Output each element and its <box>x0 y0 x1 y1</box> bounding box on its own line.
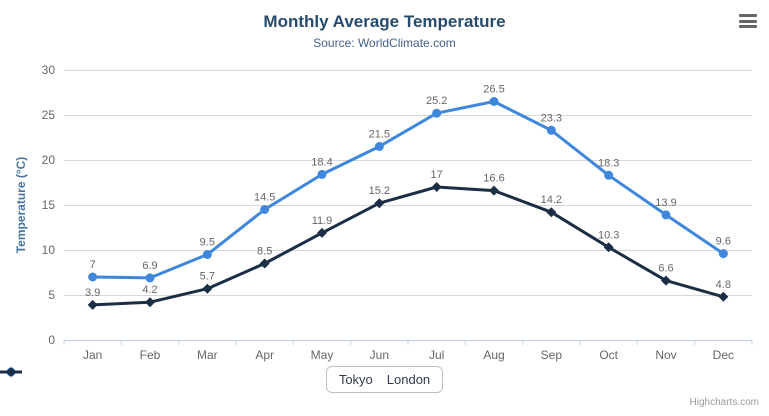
data-point-tokyo[interactable] <box>661 210 671 220</box>
credits-link[interactable]: Highcharts.com <box>689 397 759 408</box>
data-point-london[interactable] <box>718 291 729 302</box>
data-label: 14.5 <box>254 192 275 204</box>
london-marker-icon <box>0 367 22 377</box>
hamburger-bar <box>739 14 757 17</box>
data-point-london[interactable] <box>145 297 155 308</box>
data-point-tokyo[interactable] <box>317 169 327 179</box>
data-point-london[interactable] <box>317 227 327 238</box>
y-axis-tick-label: 5 <box>48 288 55 302</box>
data-label: 18.4 <box>311 156 332 168</box>
data-point-tokyo[interactable] <box>718 249 728 259</box>
data-label: 23.3 <box>541 112 562 124</box>
data-point-tokyo[interactable] <box>432 108 442 118</box>
legend-box: Tokyo London <box>0 366 444 393</box>
y-axis-tick-label: 15 <box>42 198 56 212</box>
data-label: 4.8 <box>716 279 731 291</box>
data-point-tokyo[interactable] <box>546 125 556 135</box>
data-point-tokyo[interactable] <box>374 142 384 151</box>
data-point-tokyo[interactable] <box>88 272 98 282</box>
x-axis-tick-label: May <box>311 348 334 362</box>
x-axis-tick-label: Nov <box>655 348 676 362</box>
data-point-london[interactable] <box>374 198 385 209</box>
data-label: 3.9 <box>85 287 100 299</box>
x-axis-tick-label: Jul <box>429 348 444 362</box>
data-point-tokyo[interactable] <box>260 205 270 214</box>
data-point-london[interactable] <box>431 182 442 192</box>
y-axis-tick-label: 20 <box>42 153 56 167</box>
chart-title: Monthly Average Temperature <box>263 12 506 31</box>
data-label: 11.9 <box>312 215 333 227</box>
data-point-london[interactable] <box>259 258 270 269</box>
export-menu-hamburger-icon[interactable] <box>739 14 757 28</box>
data-label: 8.5 <box>257 246 272 258</box>
series-line-tokyo <box>91 100 725 280</box>
data-label: 9.5 <box>200 237 215 249</box>
data-label: 15.2 <box>369 185 390 197</box>
series-line-london <box>91 185 725 307</box>
y-axis-tick-label: 30 <box>42 63 56 77</box>
data-label: 21.5 <box>369 129 390 141</box>
data-label: 6.6 <box>658 263 673 275</box>
data-point-tokyo[interactable] <box>489 97 499 106</box>
data-label: 18.3 <box>598 157 619 169</box>
legend-label: London <box>386 372 431 387</box>
data-label: 17 <box>431 169 443 181</box>
x-axis-tick-label: Mar <box>197 348 218 362</box>
legend-item-london[interactable]: London <box>0 367 431 387</box>
data-label: 4.2 <box>142 284 157 296</box>
y-axis-tick-label: 0 <box>48 333 55 347</box>
data-point-tokyo[interactable] <box>604 170 614 180</box>
hamburger-bar <box>739 19 757 23</box>
data-point-london[interactable] <box>489 185 499 196</box>
data-point-london[interactable] <box>603 242 614 253</box>
x-axis-tick-label: Jun <box>370 348 389 362</box>
data-label: 10.3 <box>598 229 619 241</box>
x-axis-tick-label: Jan <box>83 348 102 362</box>
data-point-tokyo[interactable] <box>145 273 155 283</box>
legend: Tokyo London <box>0 366 769 393</box>
data-point-london[interactable] <box>546 207 557 218</box>
legend-item-tokyo[interactable]: Tokyo <box>0 367 373 387</box>
x-axis-tick-label: Apr <box>255 348 274 362</box>
data-label: 13.9 <box>655 197 676 209</box>
y-axis-tick-label: 10 <box>42 243 56 257</box>
data-point-tokyo[interactable] <box>202 250 212 259</box>
data-point-london[interactable] <box>87 299 98 310</box>
data-label: 25.2 <box>426 95 447 107</box>
x-axis-tick-label: Feb <box>140 348 161 362</box>
data-label: 26.5 <box>483 84 504 96</box>
y-axis-title: Temperature (°C) <box>14 157 28 254</box>
hamburger-bar <box>739 25 757 28</box>
data-label: 14.2 <box>541 194 562 206</box>
chart-subtitle: Source: WorldClimate.com <box>313 36 456 50</box>
legend-label: Tokyo <box>338 372 373 387</box>
x-axis-tick-label: Dec <box>713 348 734 362</box>
data-point-london[interactable] <box>202 283 213 294</box>
x-axis-tick-label: Aug <box>483 348 504 362</box>
data-label: 5.7 <box>200 271 215 283</box>
data-label: 6.9 <box>142 260 157 272</box>
data-point-london[interactable] <box>661 275 671 286</box>
x-axis-tick-label: Oct <box>599 348 618 362</box>
x-axis-tick-label: Sep <box>541 348 563 362</box>
y-axis-tick-label: 25 <box>42 108 56 122</box>
data-label: 16.6 <box>483 173 504 185</box>
data-label: 7 <box>90 259 96 271</box>
data-label: 9.6 <box>716 236 731 248</box>
